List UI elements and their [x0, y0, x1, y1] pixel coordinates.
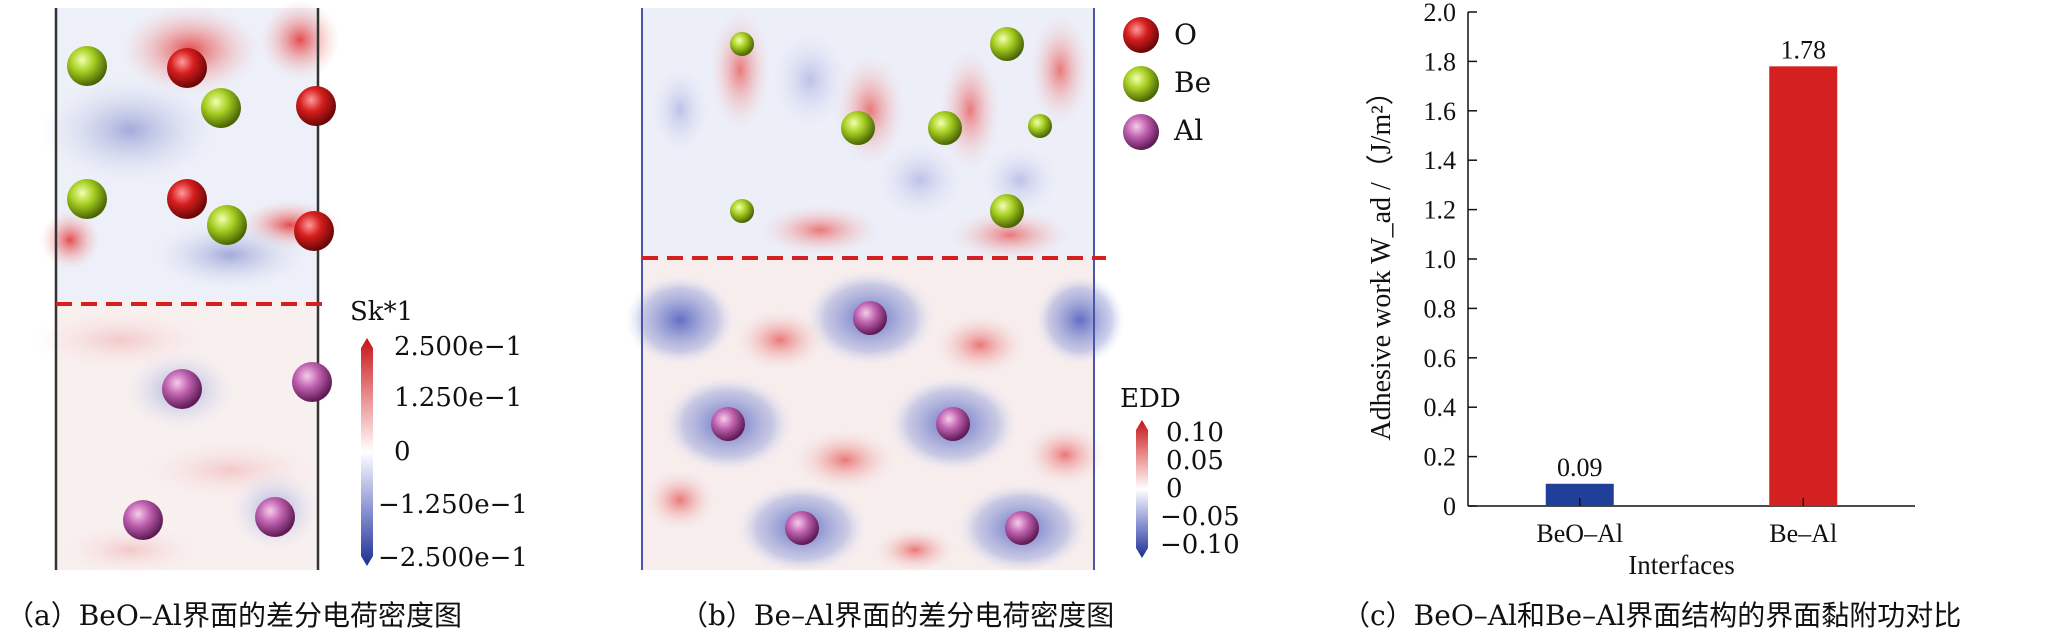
legend-label-al: Al: [1174, 114, 1204, 147]
panel-b: O Be Al EDD 0.10 0.05 0 −0.05 −0.10 （b）B…: [620, 0, 1280, 632]
bar-1: [1769, 66, 1838, 506]
x-axis-label: Interfaces: [1628, 550, 1734, 580]
colorbar-tick-b-0: 0.10: [1166, 418, 1224, 448]
panel-c: 0 0.2 0.4 0.6 0.8 1.0 1.2 1.4 1.6 1.8 2.0 0.09 BeO–A…: [1290, 0, 2067, 632]
colorbar-tick-b-3: −0.05: [1160, 502, 1240, 532]
colorbar-tick-a-1: 1.250e−1: [394, 383, 523, 413]
x-tick-label-0: BeO–Al: [1536, 519, 1623, 548]
y-tick-label-0: 0: [1443, 492, 1456, 521]
y-tick-label-1: 0.2: [1424, 443, 1457, 472]
colorbar-tick-a-3: −1.250e−1: [378, 490, 528, 520]
legend-label-o: O: [1174, 18, 1197, 51]
caption-a: （a）BeO–Al界面的差分电荷密度图: [6, 599, 462, 632]
panel-a: Sk*1 2.500e−1 1.250e−1 0 −1.250e−1 −2.50…: [0, 0, 560, 632]
colorbar-tick-b-4: −0.10: [1160, 530, 1240, 560]
colorbar-tick-b-2: 0: [1166, 474, 1183, 504]
y-axis-label: Adhesive work W_ad /（J/m²）: [1365, 77, 1397, 440]
y-tick-label-6: 1.2: [1424, 196, 1457, 225]
y-tick-label-2: 0.4: [1424, 393, 1457, 422]
bar-0: [1545, 483, 1614, 506]
caption-c: （c）BeO–Al和Be–Al界面结构的界面黏附功对比: [1342, 599, 1962, 632]
adhesive-work-bar-chart: 0 0.2 0.4 0.6 0.8 1.0 1.2 1.4 1.6 1.8 2.0 0.09 BeO–A…: [1365, 0, 1915, 580]
colorbar-title-b: EDD: [1120, 384, 1181, 414]
y-tick-label-7: 1.4: [1424, 146, 1457, 175]
y-tick-label-10: 2.0: [1424, 0, 1457, 27]
y-tick-label-3: 0.6: [1424, 344, 1457, 373]
y-tick-label-9: 1.8: [1424, 47, 1457, 76]
y-tick-label-4: 0.8: [1424, 294, 1457, 323]
y-tick-label-5: 1.0: [1424, 245, 1457, 274]
caption-b: （b）Be–Al界面的差分电荷密度图: [680, 599, 1115, 632]
x-tick-label-1: Be–Al: [1769, 519, 1837, 548]
legend-label-be: Be: [1174, 66, 1212, 99]
colorbar-tick-b-1: 0.05: [1166, 446, 1224, 476]
colorbar-tick-a-2: 0: [394, 437, 411, 467]
charge-density-map-a: [30, 0, 373, 575]
bar-value-label-0: 0.09: [1557, 453, 1603, 482]
bar-value-label-1: 1.78: [1781, 35, 1827, 64]
colorbar-tick-a-0: 2.500e−1: [394, 332, 523, 362]
y-tick-label-8: 1.6: [1424, 97, 1457, 126]
charge-density-map-b: [625, 8, 1159, 573]
colorbar-tick-a-4: −2.500e−1: [378, 543, 528, 573]
colorbar-title-a: Sk*1: [350, 297, 414, 327]
